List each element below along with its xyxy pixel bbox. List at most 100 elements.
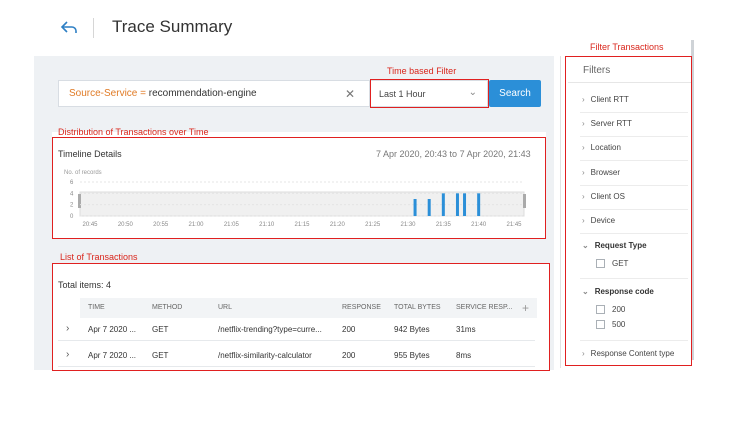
x-tick-label: 21:25	[365, 222, 381, 228]
filter-client-os[interactable]: › Client OS	[582, 192, 625, 201]
filter-label: Client OS	[590, 192, 625, 201]
col-service-resp[interactable]: SERVICE RESP...	[456, 304, 513, 311]
x-tick-label: 21:35	[436, 222, 452, 228]
cell-service: 31ms	[456, 325, 476, 334]
col-time[interactable]: TIME	[88, 304, 105, 311]
chevron-right-icon: ›	[582, 119, 585, 128]
y-tick-label: 6	[70, 180, 74, 186]
annotation-box-time-filter	[370, 79, 489, 108]
x-tick-label: 20:50	[118, 222, 134, 228]
chart-bar	[427, 199, 431, 216]
x-tick-label: 21:00	[188, 222, 204, 228]
filters-divider	[568, 82, 692, 83]
cell-time: Apr 7 2020 ...	[88, 351, 137, 360]
x-tick-label: 20:45	[82, 222, 98, 228]
divider	[580, 340, 688, 341]
filters-scrollbar[interactable]	[691, 40, 694, 360]
filter-label: Response Content type	[590, 349, 675, 358]
annotation-distribution: Distribution of Transactions over Time	[58, 127, 209, 137]
x-tick-label: 21:05	[224, 222, 240, 228]
table-row[interactable]: › Apr 7 2020 ... GET /netflix-similarity…	[58, 345, 535, 367]
cell-bytes: 955 Bytes	[394, 351, 430, 360]
filter-label: Client RTT	[590, 95, 629, 104]
chart-ylabel: No. of records	[64, 170, 102, 176]
divider	[580, 185, 688, 186]
chart-bar	[455, 193, 459, 216]
filters-panel	[560, 56, 694, 368]
cell-method: GET	[152, 325, 169, 334]
timeline-chart[interactable]: 6 4 2 0 20:45 20:50 20:55 21:00 21:05 21:10 21:15 2…	[62, 178, 532, 234]
total-items: Total items: 4	[58, 280, 112, 290]
chevron-right-icon[interactable]: ›	[66, 323, 70, 334]
chevron-down-icon: ⌄	[582, 241, 589, 250]
col-total-bytes[interactable]: TOTAL BYTES	[394, 304, 441, 311]
page-title: Trace Summary	[112, 17, 233, 36]
cell-method: GET	[152, 351, 169, 360]
col-url[interactable]: URL	[218, 304, 233, 311]
search-button[interactable]: Search	[489, 80, 541, 107]
checkbox-label: 200	[612, 305, 626, 314]
cell-url[interactable]: /netflix-trending?type=curre...	[218, 325, 322, 334]
chevron-down-icon: ⌄	[468, 87, 477, 98]
chart-bar	[477, 193, 481, 216]
close-icon[interactable]: ✕	[344, 87, 355, 101]
filter-response-code[interactable]: ⌄ Response code	[582, 287, 654, 296]
cell-bytes: 942 Bytes	[394, 325, 430, 334]
divider	[580, 278, 688, 279]
chevron-right-icon: ›	[582, 168, 585, 177]
filter-label: Response code	[594, 287, 654, 296]
divider	[580, 209, 688, 210]
search-key: Source-Service =	[69, 88, 149, 99]
filter-request-type[interactable]: ⌄ Request Type	[582, 241, 647, 250]
y-tick-label: 0	[70, 214, 74, 220]
range-handle-right	[523, 194, 526, 208]
checkbox-500[interactable]	[596, 320, 605, 329]
chart-bar	[463, 193, 467, 216]
cell-url[interactable]: /netflix-similarity-calculator	[218, 351, 312, 360]
chevron-right-icon: ›	[582, 216, 585, 225]
chart-bar	[441, 193, 445, 216]
add-column-icon[interactable]: +	[522, 301, 530, 315]
table-row[interactable]: › Apr 7 2020 ... GET /netflix-trending?t…	[58, 319, 535, 341]
back-arrow-icon[interactable]	[60, 20, 78, 36]
filter-client-rtt[interactable]: › Client RTT	[582, 95, 629, 104]
chevron-right-icon: ›	[582, 349, 585, 358]
annotation-box-filters	[565, 56, 692, 366]
chevron-right-icon[interactable]: ›	[66, 349, 70, 360]
time-filter-select[interactable]: Last 1 Hour ⌄	[370, 80, 488, 107]
x-tick-label: 21:45	[506, 222, 522, 228]
search-value: recommendation-engine	[148, 88, 257, 99]
chevron-right-icon: ›	[582, 95, 585, 104]
annotation-list: List of Transactions	[60, 252, 138, 262]
chevron-right-icon: ›	[582, 192, 585, 201]
timeline-card	[52, 132, 546, 238]
filter-label: Device	[590, 216, 616, 225]
range-track	[79, 191, 525, 217]
filter-browser[interactable]: › Browser	[582, 168, 620, 177]
col-method[interactable]: METHOD	[152, 304, 183, 311]
x-tick-label: 21:30	[400, 222, 416, 228]
checkbox-get[interactable]	[596, 259, 605, 268]
checkbox-200[interactable]	[596, 305, 605, 314]
cell-time: Apr 7 2020 ...	[88, 325, 137, 334]
filter-content-type[interactable]: › Response Content type	[582, 349, 674, 358]
divider	[580, 160, 688, 161]
cell-service: 8ms	[456, 351, 472, 360]
x-tick-label: 20:55	[153, 222, 169, 228]
divider	[580, 112, 688, 113]
chevron-down-icon: ⌄	[582, 287, 589, 296]
filter-location[interactable]: › Location	[582, 143, 621, 152]
y-tick-label: 2	[70, 203, 74, 209]
filter-server-rtt[interactable]: › Server RTT	[582, 119, 632, 128]
filter-device[interactable]: › Device	[582, 216, 615, 225]
x-tick-label: 21:10	[259, 222, 275, 228]
filter-label: Browser	[590, 168, 621, 177]
y-tick-label: 4	[70, 191, 74, 197]
x-tick-label: 21:15	[294, 222, 310, 228]
col-response[interactable]: RESPONSE	[342, 304, 381, 311]
filter-label: Server RTT	[590, 119, 632, 128]
annotation-filters: Filter Transactions	[590, 42, 664, 52]
search-input[interactable]: Source-Service = recommendation-engine ✕	[58, 80, 370, 107]
checkbox-label: GET	[612, 259, 629, 268]
